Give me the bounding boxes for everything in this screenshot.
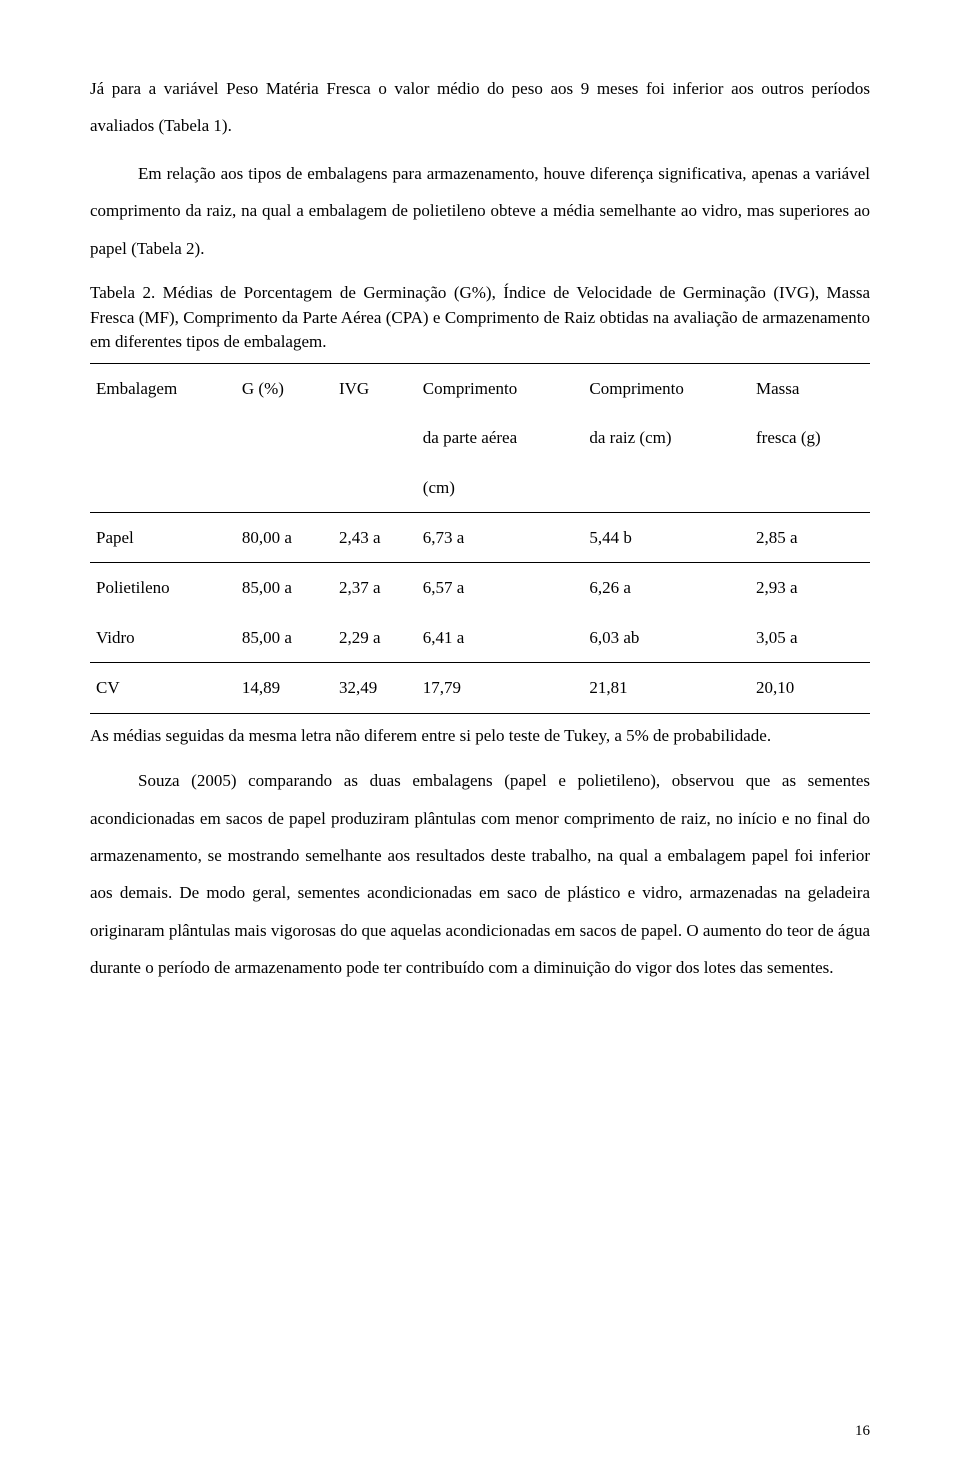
table-footnote: As médias seguidas da mesma letra não di… (90, 724, 870, 749)
cell: 2,93 a (750, 563, 870, 613)
body-paragraph: Souza (2005) comparando as duas embalage… (90, 762, 870, 986)
cell: 6,73 a (417, 513, 584, 563)
table-row: Papel 80,00 a 2,43 a 6,73 a 5,44 b 2,85 … (90, 513, 870, 563)
col-header-massa: Massa (750, 363, 870, 413)
col-header-embalagem: Embalagem (90, 363, 236, 413)
cell: 2,85 a (750, 513, 870, 563)
table-header-row: Embalagem G (%) IVG Comprimento Comprime… (90, 363, 870, 413)
col-subheader-massa: fresca (g) (750, 413, 870, 462)
cell: 6,03 ab (583, 613, 750, 663)
cell: 20,10 (750, 663, 870, 713)
cell: 6,57 a (417, 563, 584, 613)
cell: Papel (90, 513, 236, 563)
cell: 5,44 b (583, 513, 750, 563)
cell: 2,37 a (333, 563, 417, 613)
cell: 85,00 a (236, 613, 333, 663)
cell: 80,00 a (236, 513, 333, 563)
col-header-g: G (%) (236, 363, 333, 413)
table-2: Embalagem G (%) IVG Comprimento Comprime… (90, 363, 870, 714)
cell: 3,05 a (750, 613, 870, 663)
col-subheader-aerea-unit: (cm) (417, 463, 584, 513)
cell: CV (90, 663, 236, 713)
col-header-ivg: IVG (333, 363, 417, 413)
cell: 6,41 a (417, 613, 584, 663)
body-paragraph: Em relação aos tipos de embalagens para … (90, 155, 870, 267)
cell: 32,49 (333, 663, 417, 713)
table-header-row: (cm) (90, 463, 870, 513)
cell: 6,26 a (583, 563, 750, 613)
table-cv-row: CV 14,89 32,49 17,79 21,81 20,10 (90, 663, 870, 713)
table-caption: Tabela 2. Médias de Porcentagem de Germi… (90, 281, 870, 355)
cell: 21,81 (583, 663, 750, 713)
page-number: 16 (855, 1415, 870, 1448)
col-subheader-aerea: da parte aérea (417, 413, 584, 462)
cell: 14,89 (236, 663, 333, 713)
col-header-comp-raiz: Comprimento (583, 363, 750, 413)
cell: 2,29 a (333, 613, 417, 663)
body-paragraph: Já para a variável Peso Matéria Fresca o… (90, 70, 870, 145)
cell: 85,00 a (236, 563, 333, 613)
col-header-comp-aerea: Comprimento (417, 363, 584, 413)
col-subheader-raiz: da raiz (cm) (583, 413, 750, 462)
cell: 17,79 (417, 663, 584, 713)
cell: Vidro (90, 613, 236, 663)
cell: 2,43 a (333, 513, 417, 563)
cell: Polietileno (90, 563, 236, 613)
table-row: Vidro 85,00 a 2,29 a 6,41 a 6,03 ab 3,05… (90, 613, 870, 663)
table-header-row: da parte aérea da raiz (cm) fresca (g) (90, 413, 870, 462)
table-row: Polietileno 85,00 a 2,37 a 6,57 a 6,26 a… (90, 563, 870, 613)
